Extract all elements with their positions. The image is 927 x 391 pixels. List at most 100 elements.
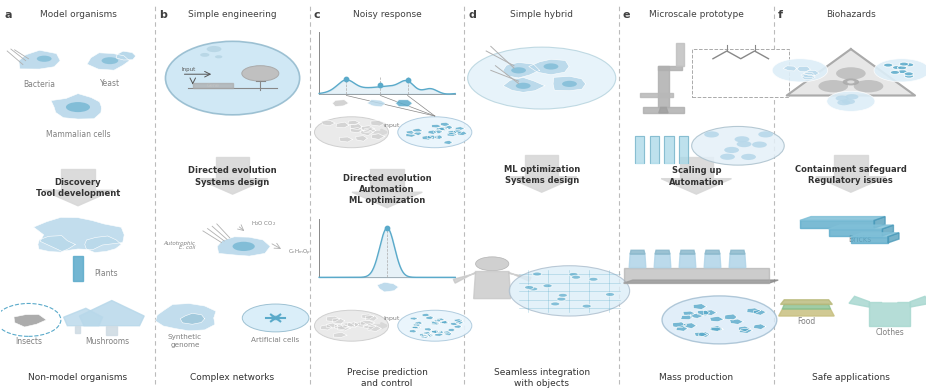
Circle shape — [827, 91, 875, 111]
Circle shape — [883, 63, 893, 67]
Polygon shape — [87, 53, 130, 70]
Circle shape — [904, 72, 913, 76]
Polygon shape — [413, 323, 421, 326]
Circle shape — [270, 316, 281, 320]
Ellipse shape — [165, 41, 299, 115]
Text: Directed evolution
Systems design: Directed evolution Systems design — [188, 166, 277, 187]
Polygon shape — [503, 63, 540, 78]
Circle shape — [843, 79, 859, 85]
Polygon shape — [432, 330, 440, 334]
Text: Scaling up
Automation: Scaling up Automation — [668, 166, 724, 187]
Polygon shape — [659, 108, 668, 113]
Polygon shape — [116, 51, 135, 60]
Circle shape — [398, 117, 472, 148]
Polygon shape — [368, 326, 381, 332]
Circle shape — [200, 53, 210, 57]
Polygon shape — [434, 135, 443, 139]
Text: Autotrophic: Autotrophic — [163, 241, 196, 246]
Text: Safe applications: Safe applications — [812, 373, 890, 382]
Polygon shape — [412, 326, 418, 329]
Circle shape — [562, 81, 577, 87]
Polygon shape — [348, 322, 359, 328]
Circle shape — [571, 275, 580, 279]
Polygon shape — [414, 321, 423, 325]
Text: Clothes: Clothes — [875, 328, 904, 337]
Polygon shape — [683, 311, 695, 316]
Polygon shape — [38, 236, 75, 252]
Polygon shape — [802, 74, 815, 80]
Polygon shape — [851, 237, 888, 243]
Circle shape — [207, 46, 222, 52]
Circle shape — [467, 47, 616, 109]
Text: Simple engineering: Simple engineering — [188, 10, 277, 19]
Text: Artificial cells: Artificial cells — [251, 337, 299, 343]
Polygon shape — [217, 237, 271, 256]
Polygon shape — [851, 233, 899, 237]
Circle shape — [242, 304, 309, 332]
Text: e: e — [623, 11, 630, 20]
Text: Noisy response: Noisy response — [353, 10, 422, 19]
Polygon shape — [350, 127, 363, 133]
Polygon shape — [739, 328, 753, 333]
Circle shape — [525, 285, 534, 289]
Circle shape — [897, 66, 907, 70]
Polygon shape — [883, 297, 897, 302]
Circle shape — [589, 277, 598, 281]
Polygon shape — [691, 313, 704, 318]
Text: d: d — [468, 11, 476, 20]
Polygon shape — [509, 272, 531, 281]
Polygon shape — [448, 130, 457, 135]
Text: Output: Output — [252, 71, 269, 76]
Polygon shape — [650, 136, 659, 163]
Circle shape — [66, 102, 90, 112]
Polygon shape — [413, 326, 421, 329]
Polygon shape — [834, 156, 868, 177]
Polygon shape — [783, 66, 796, 71]
Circle shape — [532, 272, 541, 276]
Polygon shape — [679, 158, 713, 179]
Circle shape — [705, 131, 719, 138]
Polygon shape — [453, 129, 463, 134]
Polygon shape — [800, 217, 885, 221]
Polygon shape — [180, 313, 205, 324]
Polygon shape — [655, 250, 670, 254]
Text: ML optimization
Systems design: ML optimization Systems design — [503, 165, 580, 185]
Text: Input: Input — [182, 67, 196, 72]
Polygon shape — [73, 256, 83, 281]
Polygon shape — [84, 236, 121, 253]
Polygon shape — [455, 321, 464, 324]
Polygon shape — [677, 43, 684, 66]
Circle shape — [845, 94, 858, 100]
Circle shape — [772, 59, 828, 82]
Polygon shape — [883, 225, 894, 236]
Polygon shape — [362, 314, 374, 319]
Polygon shape — [753, 309, 767, 315]
Polygon shape — [422, 313, 430, 317]
Polygon shape — [336, 122, 349, 128]
Polygon shape — [197, 179, 268, 194]
Polygon shape — [436, 127, 446, 131]
Polygon shape — [444, 126, 452, 129]
Polygon shape — [787, 49, 915, 95]
Text: a: a — [5, 11, 12, 20]
Polygon shape — [730, 250, 745, 254]
Polygon shape — [643, 108, 684, 113]
Polygon shape — [444, 140, 452, 144]
Polygon shape — [870, 302, 910, 326]
Polygon shape — [630, 250, 645, 254]
Circle shape — [515, 83, 530, 89]
Text: Microscale prototype: Microscale prototype — [649, 10, 743, 19]
Polygon shape — [406, 131, 415, 135]
Polygon shape — [730, 319, 743, 325]
Polygon shape — [453, 272, 476, 283]
Polygon shape — [410, 330, 417, 333]
Polygon shape — [341, 323, 355, 328]
Text: Non-model organisms: Non-model organisms — [29, 373, 128, 382]
Polygon shape — [683, 323, 696, 328]
Polygon shape — [432, 322, 439, 325]
Polygon shape — [829, 229, 883, 236]
Polygon shape — [910, 296, 927, 307]
Polygon shape — [782, 305, 831, 309]
Polygon shape — [51, 93, 101, 119]
Polygon shape — [797, 66, 810, 72]
